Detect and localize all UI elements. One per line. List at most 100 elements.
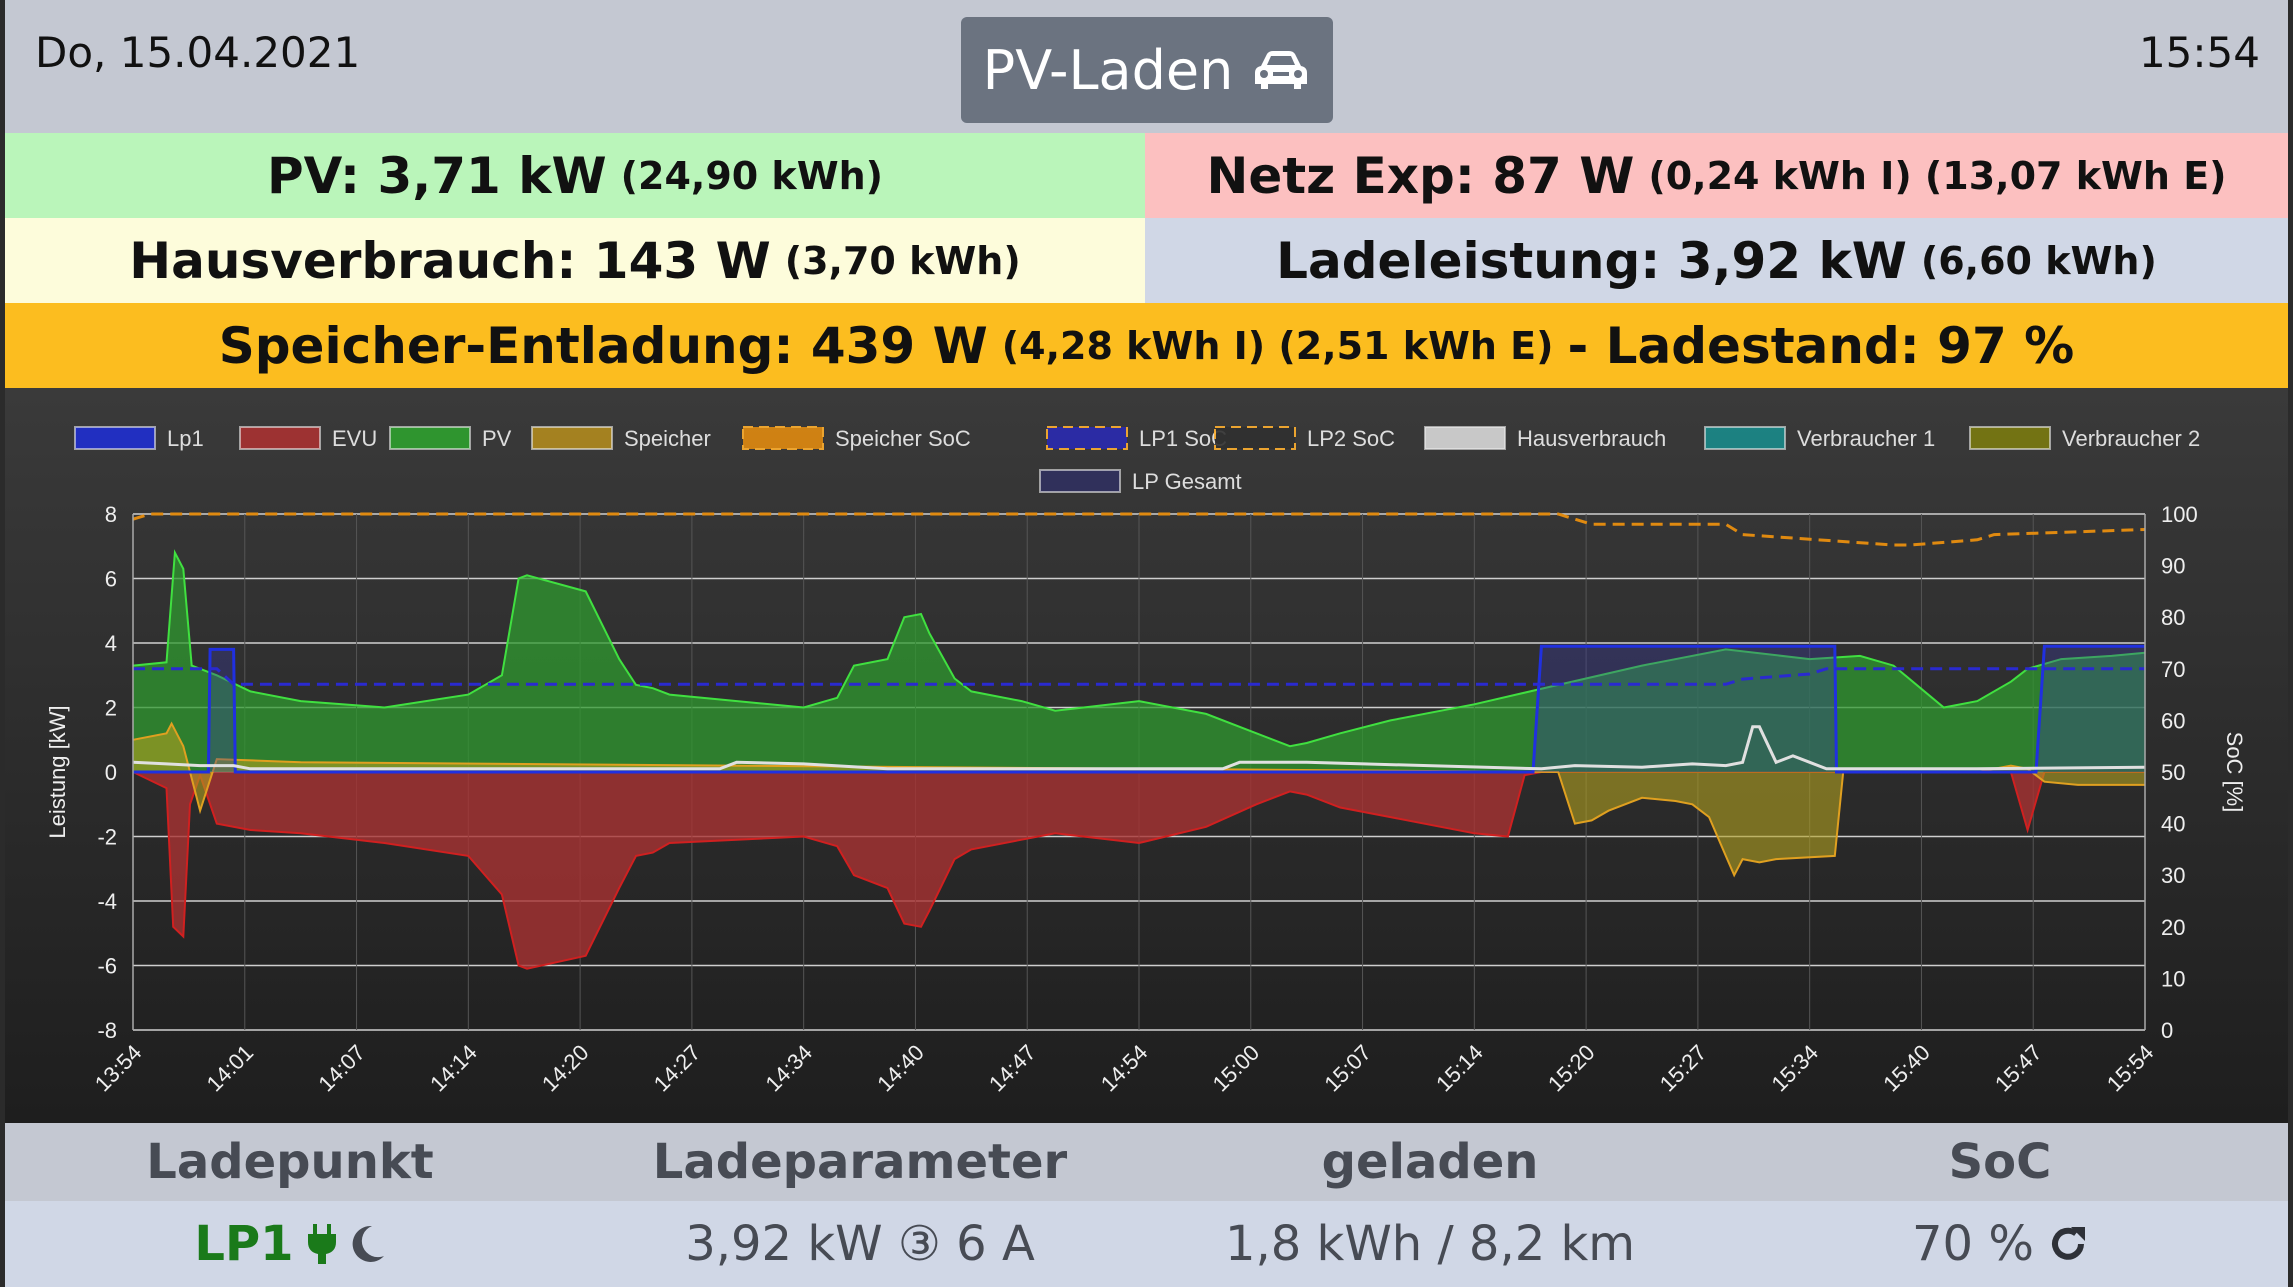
legend-swatch-pv — [389, 426, 471, 450]
x-tick-label: 14:34 — [760, 1040, 817, 1097]
legend-label-speicher-soc: Speicher SoC — [835, 426, 971, 451]
y2-tick-label: 40 — [2161, 812, 2185, 837]
hausverbrauch-power: Hausverbrauch: 143 W — [129, 231, 771, 290]
soc-value: 70 % — [1912, 1216, 2034, 1272]
x-tick-label: 14:14 — [425, 1040, 482, 1097]
y-tick-label: 4 — [105, 631, 117, 656]
pv-power: PV: 3,71 kW — [266, 146, 607, 205]
legend-swatch-lp-gesamt — [1039, 469, 1121, 493]
ladeparameter-cell[interactable]: 3,92 kW ③ 6 A — [685, 1216, 1035, 1272]
speicher-energy: (4,28 kWh I) (2,51 kWh E) — [1001, 323, 1554, 368]
refresh-icon[interactable] — [2048, 1224, 2088, 1264]
x-tick-label: 15:00 — [1208, 1040, 1265, 1097]
y2-tick-label: 50 — [2161, 760, 2185, 785]
legend-swatch-lp1-soc — [1046, 426, 1128, 450]
hausverbrauch-info: Hausverbrauch: 143 W (3,70 kWh) — [5, 218, 1145, 303]
y-tick-label: 2 — [105, 696, 117, 721]
legend-swatch-hausverbrauch — [1424, 426, 1506, 450]
speicher-ladestand: - Ladestand: 97 % — [1567, 316, 2075, 375]
mode-label: PV-Laden — [982, 38, 1234, 102]
y-tick-label: 6 — [105, 567, 117, 592]
series-area-evu — [133, 772, 2145, 969]
ladepunkt-cell[interactable]: LP1 — [5, 1201, 575, 1287]
x-tick-label: 15:47 — [1990, 1040, 2047, 1097]
legend-swatch-lp1 — [74, 426, 156, 450]
y-tick-label: -2 — [97, 825, 117, 850]
x-tick-label: 15:27 — [1655, 1040, 1712, 1097]
x-tick-label: 14:20 — [537, 1040, 594, 1097]
x-tick-label: 14:54 — [1096, 1040, 1153, 1097]
legend-label-verbraucher-2: Verbraucher 2 — [2062, 426, 2200, 451]
col-geladen: geladen — [1321, 1134, 1539, 1190]
legend-label-lp-gesamt: LP Gesamt — [1132, 469, 1242, 494]
header: Do, 15.04.2021 PV-Laden 15:54 — [5, 0, 2288, 133]
y2-tick-label: 20 — [2161, 915, 2185, 940]
netz-power: Netz Exp: 87 W — [1206, 146, 1635, 205]
legend-swatch-speicher-soc — [742, 426, 824, 450]
col-ladepunkt: Ladepunkt — [146, 1134, 434, 1190]
soc-cell[interactable]: 70 % — [1715, 1201, 2285, 1287]
y2-tick-label: 100 — [2161, 502, 2198, 527]
y2-tick-label: 30 — [2161, 863, 2185, 888]
chart-legend[interactable]: Lp1 EVU PV Speicher Speicher SoC LP1 SoC LP2 S… — [74, 426, 2200, 494]
x-tick-label: 15:54 — [2102, 1040, 2159, 1097]
legend-label-pv: PV — [482, 426, 512, 451]
col-ladeparameter: Ladeparameter — [652, 1134, 1068, 1190]
plug-icon — [306, 1224, 338, 1264]
series-line-pv — [132, 549, 2146, 748]
x-tick-label: 13:54 — [90, 1040, 147, 1097]
legend-swatch-verbraucher-2 — [1969, 426, 2051, 450]
mode-button[interactable]: PV-Laden — [961, 17, 1333, 123]
y2-axis-title: SoC [%] — [2222, 732, 2247, 813]
table-header: Ladepunkt Ladeparameter geladen SoC — [5, 1123, 2288, 1201]
y-axis-title: Leistung [kW] — [45, 705, 70, 838]
chart-series — [132, 512, 2146, 970]
x-tick-label: 15:14 — [1431, 1040, 1488, 1097]
series-area-pv — [133, 552, 2145, 772]
series-area-speicher — [133, 723, 2145, 876]
moon-icon[interactable] — [350, 1224, 386, 1264]
y2-tick-label: 10 — [2161, 966, 2185, 991]
series-line-lp1-soc — [133, 667, 2145, 686]
legend-label-speicher: Speicher — [624, 426, 711, 451]
x-tick-label: 14:47 — [984, 1040, 1041, 1097]
y-tick-label: -8 — [97, 1018, 117, 1043]
power-chart[interactable]: Lp1 EVU PV Speicher Speicher SoC LP1 SoC LP2 S… — [5, 388, 2288, 1123]
ladeleistung-energy: (6,60 kWh) — [1920, 238, 2157, 283]
y2-tick-label: 80 — [2161, 605, 2185, 630]
netz-info: Netz Exp: 87 W (0,24 kWh I) (13,07 kWh E… — [1145, 133, 2288, 218]
table-row[interactable]: LP1 3,92 kW ③ 6 A 1,8 kWh / 8,2 km 70 % — [5, 1201, 2288, 1287]
x-tick-label: 15:40 — [1878, 1040, 1935, 1097]
y-tick-label: -4 — [97, 889, 117, 914]
date-label: Do, 15.04.2021 — [35, 28, 361, 77]
series-line-evu — [132, 771, 2145, 970]
legend-swatch-evu — [239, 426, 321, 450]
ladepunkt-table: Ladepunkt Ladeparameter geladen SoC LP1 … — [5, 1123, 2288, 1287]
y2-tick-label: 90 — [2161, 554, 2185, 579]
car-icon — [1251, 48, 1311, 92]
legend-label-hausverbrauch: Hausverbrauch — [1517, 426, 1666, 451]
x-tick-label: 15:07 — [1319, 1040, 1376, 1097]
x-tick-label: 15:34 — [1766, 1040, 1823, 1097]
series-line-hausverbrauch — [132, 725, 2146, 771]
speicher-info: Speicher-Entladung: 439 W (4,28 kWh I) (… — [5, 303, 2288, 388]
ladepunkt-name: LP1 — [194, 1216, 294, 1272]
chart-svg[interactable]: Lp1 EVU PV Speicher Speicher SoC LP1 SoC LP2 S… — [5, 388, 2288, 1123]
y-tick-label: -6 — [97, 954, 117, 979]
x-tick-label: 14:01 — [202, 1040, 259, 1097]
legend-swatch-lp2-soc — [1214, 426, 1296, 450]
legend-swatch-verbraucher-1 — [1704, 426, 1786, 450]
y-tick-label: 8 — [105, 502, 117, 527]
time-label: 15:54 — [2138, 28, 2260, 77]
y2-tick-label: 70 — [2161, 657, 2185, 682]
netz-energy: (0,24 kWh I) (13,07 kWh E) — [1648, 153, 2227, 198]
series-area-lp1 — [133, 646, 2145, 772]
legend-label-lp1-soc: LP1 SoC — [1139, 426, 1227, 451]
ladeleistung-info: Ladeleistung: 3,92 kW (6,60 kWh) — [1145, 218, 2288, 303]
series-line-speicher-soc — [132, 512, 2146, 547]
col-soc: SoC — [1948, 1134, 2052, 1190]
legend-label-lp1: Lp1 — [167, 426, 204, 451]
legend-label-evu: EVU — [332, 426, 377, 451]
x-tick-label: 14:40 — [872, 1040, 929, 1097]
speicher-power: Speicher-Entladung: 439 W — [218, 316, 988, 375]
